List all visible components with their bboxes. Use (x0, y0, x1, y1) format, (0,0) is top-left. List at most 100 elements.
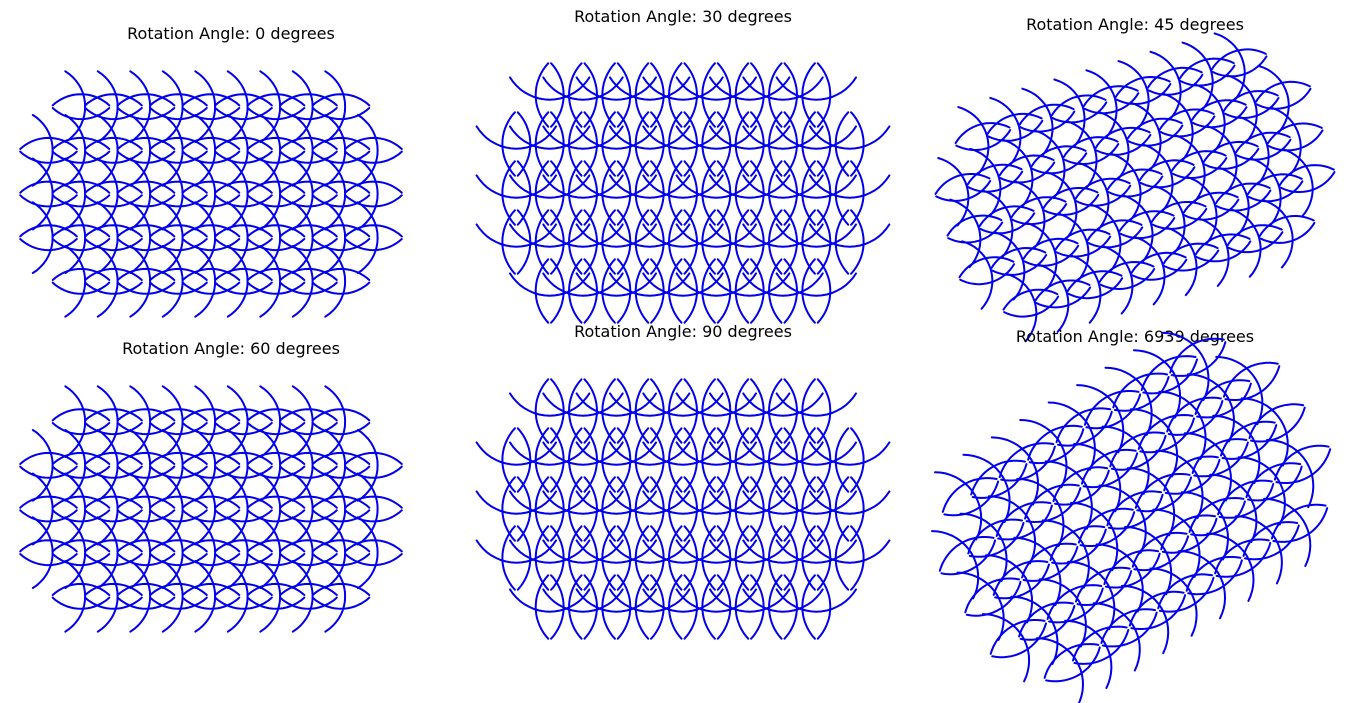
pattern-arc (1224, 365, 1281, 401)
pattern-arc (246, 281, 306, 295)
pattern-arc (51, 238, 111, 252)
pattern-arc (971, 463, 1028, 499)
pattern-arc (149, 495, 208, 509)
pattern-arc (701, 574, 716, 640)
pattern-arc (1047, 401, 1096, 471)
pattern-arc (51, 150, 111, 164)
pattern-arc (1214, 538, 1270, 575)
pattern-arc (279, 539, 338, 553)
pattern-arc (84, 238, 143, 252)
pattern-arc (601, 476, 616, 542)
pattern-arc (1129, 408, 1179, 478)
pattern-arc (850, 525, 865, 591)
pattern-arc (742, 223, 824, 248)
pattern-arc (1057, 410, 1113, 447)
pattern-arc (809, 441, 891, 466)
pattern-arc (1067, 560, 1116, 631)
pattern-arc (279, 553, 338, 567)
pattern-arc (601, 378, 616, 444)
pattern-arc (701, 427, 716, 493)
pattern-arc (1101, 245, 1134, 315)
pattern-arc (1064, 619, 1113, 689)
chart-title: Rotation Angle: 90 degrees (574, 322, 792, 341)
pattern-arc (344, 224, 403, 238)
pattern-arc (809, 125, 891, 150)
pattern-arc (1113, 376, 1170, 412)
pattern-arc (1044, 460, 1093, 530)
pattern-arc (1140, 355, 1197, 391)
pattern-arc (311, 281, 371, 295)
pattern-arc (675, 174, 757, 199)
pattern-arc (1211, 55, 1268, 78)
pattern-arc (634, 525, 650, 591)
pattern-arc (941, 477, 998, 513)
pattern-arc (801, 258, 816, 324)
pattern-arc (575, 272, 657, 297)
pattern-arc (1019, 419, 1068, 489)
pattern-arc (181, 465, 241, 479)
pattern-arc (51, 539, 111, 553)
pattern-arc (1270, 503, 1327, 540)
pattern-arc (279, 194, 338, 208)
pattern-arc (989, 619, 1046, 655)
pattern-arc (991, 254, 1048, 276)
pattern-arc (601, 111, 616, 177)
pattern-arc (542, 490, 624, 515)
pattern-arc (356, 429, 379, 502)
pattern-arc (1038, 578, 1087, 648)
pattern-arc (767, 160, 783, 226)
pattern-arc (675, 125, 757, 150)
pattern-arc (84, 93, 143, 107)
pattern-arc (642, 223, 724, 248)
pattern-arc (194, 472, 217, 546)
pattern-arc (149, 582, 208, 596)
pattern-arc (1158, 390, 1207, 460)
pattern-arc (214, 539, 273, 553)
pattern-arc (675, 76, 757, 101)
pattern-arc (801, 111, 816, 177)
pattern-arc (734, 476, 750, 542)
pattern-arc (279, 238, 338, 252)
pattern-arc (969, 147, 1002, 218)
pattern-arc (181, 422, 241, 436)
pattern-arc (246, 194, 306, 208)
pattern-arc (1013, 536, 1062, 606)
pattern-arc (1223, 97, 1280, 120)
pattern-arc (1024, 483, 1080, 520)
pattern-arc (214, 180, 273, 194)
pattern-arc (1263, 497, 1312, 567)
pattern-arc (742, 441, 824, 466)
pattern-arc (1202, 140, 1259, 163)
pattern-arc (575, 76, 657, 101)
pattern-arc (129, 114, 152, 187)
pattern-arc (475, 174, 557, 199)
pattern-arc (940, 539, 997, 576)
pattern-arc (226, 245, 249, 318)
pattern-arc (834, 476, 850, 542)
pattern-arc (1177, 550, 1227, 620)
pattern-arc (1128, 590, 1185, 627)
pattern-arc (1115, 83, 1172, 106)
pattern-arc (31, 114, 54, 187)
pattern-arc (311, 136, 371, 150)
pattern-arc (19, 238, 78, 252)
pattern-arc (324, 70, 347, 143)
pattern-arc (935, 179, 992, 202)
pattern-arc (1054, 228, 1111, 251)
pattern-arc (542, 76, 624, 101)
pattern-arc (1183, 198, 1240, 221)
pattern-arc (943, 480, 1000, 517)
pattern-arc (709, 539, 791, 564)
pattern-arc (675, 223, 757, 248)
pattern-arc (642, 174, 724, 199)
pattern-arc (567, 111, 583, 177)
pattern-arc (675, 441, 757, 466)
pattern-arc (1025, 221, 1058, 292)
pattern-arc (542, 223, 624, 248)
pattern-arc (954, 122, 1011, 145)
pattern-arc (324, 429, 347, 502)
pattern-arc (734, 378, 750, 444)
pattern-arc (279, 136, 338, 150)
pattern-arc (634, 378, 650, 444)
pattern-arc (1062, 136, 1119, 159)
